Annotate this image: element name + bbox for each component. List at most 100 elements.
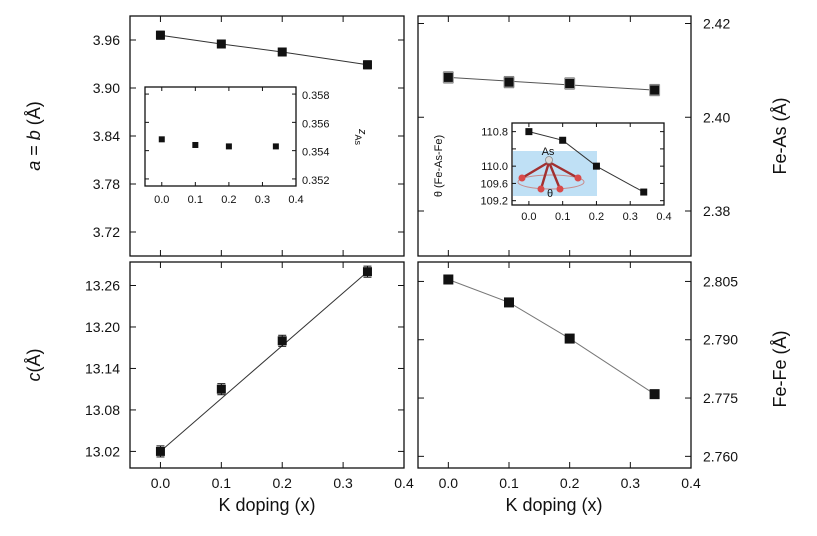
panel-feas-ylabel: Fe-As (Å) [770,97,790,174]
inset-theta-ytick-label: 109.2 [480,196,508,208]
panel-fefe-frame [417,261,692,469]
inset-zas-ytick-label: 0.356 [302,118,330,130]
inset-zas-ytick-label: 0.354 [302,147,330,159]
panel-c-xtick-label: 0.1 [212,475,232,491]
diagram-bond [547,161,562,190]
panel-a-fit-line [160,34,368,66]
panel-fefe-xlabel: K doping (x) [505,495,602,515]
panel-feas-ytick-label: 2.42 [703,16,730,32]
diagram-angle-arc [517,174,585,190]
panel-fefe-point [443,274,454,285]
inset-theta-xtick-label: 0.0 [521,211,536,223]
panel-feas-ytick-label: 2.38 [703,203,730,219]
inset-zas-xtick-label: 0.4 [288,194,303,206]
panel-feas-fit-line [448,76,655,91]
panel-a-ylabel-part: a [24,161,44,171]
diagram-as-label: As [542,146,555,158]
inset-zas-ytick-label: 0.358 [302,90,330,102]
panel-a-point [155,30,165,40]
inset-theta-point [640,188,648,196]
panel-a-ytick-label: 3.78 [93,176,120,192]
inset-zas-point [192,141,199,148]
panel-c-point [155,446,165,456]
inset-theta-xtick-label: 0.3 [623,211,638,223]
inset-zas-frame [144,86,297,187]
panel-a-point [277,47,287,57]
panel-a-ytick-label: 3.84 [93,128,120,144]
diagram-fe-atom [574,174,582,182]
panel-feas-point [564,78,576,89]
panel-c-ylabel: c(Å) [24,349,44,382]
inset-theta-ytick-label: 110.0 [481,161,508,173]
diagram-fe-atom [518,174,526,182]
panel-c-ylabel-part: (Å) [24,349,44,373]
inset-theta-ytick-label: 109.6 [480,178,508,190]
inset-zas-point [272,143,279,150]
inset-zas-ylabel-sub: As [353,134,363,145]
inset-theta-point [559,136,567,144]
panel-c-ytick-label: 13.26 [85,278,120,294]
panel-c-ytick-label: 13.08 [85,402,120,418]
panel-c-fit-line [160,271,368,452]
panel-a-point [216,39,226,49]
inset-zas-xtick-label: 0.3 [255,194,270,206]
panel-fefe-point [564,333,575,344]
diagram-fe-atom [537,185,545,193]
panel-fefe-point [504,297,514,308]
panel-fefe-fit-line [448,279,655,395]
panel-fefe-ytick-label: 2.790 [703,332,738,348]
panel-a-ylabel-part: b [24,130,44,140]
diagram-as-atom [545,156,553,164]
inset-zas-ylabel-main: z [356,128,368,135]
panel-fefe-xtick-label: 0.3 [621,475,641,491]
panel-feas-point [442,71,454,83]
panel-fefe-ytick-label: 2.760 [703,448,738,464]
diagram-theta-label: θ [547,188,553,200]
inset-zas-xtick-label: 0.1 [188,194,203,206]
inset-theta-xtick-label: 0.1 [555,211,570,223]
fe-as-fe-diagram: As θ [513,146,597,200]
panel-c-xlabel: K doping (x) [218,495,315,515]
panel-c-xtick-label: 0.3 [333,475,353,491]
panel-c-ytick-label: 13.14 [85,360,120,376]
panel-feas-point [649,84,661,96]
inset-theta-fit-line [528,131,644,193]
panel-fefe-xtick-label: 0.4 [681,475,701,491]
inset-theta-ylabel: θ (Fe-As-Fe) [433,135,445,197]
panel-c-xtick-label: 0.4 [394,475,414,491]
inset-theta-xtick-label: 0.4 [656,211,671,223]
panel-c-ytick-label: 13.02 [85,443,120,459]
inset-theta-point [592,162,600,170]
panel-a-ytick-label: 3.90 [93,80,120,96]
inset-zas-point [158,136,165,143]
panel-c-ylabel-part: c [24,373,44,382]
panel-fefe-ytick-label: 2.805 [703,273,738,289]
panel-a-ylabel-part: (Å) [24,101,44,130]
diagram-fe-atom [556,185,564,193]
panel-c-frame [129,261,405,469]
inset-zas-xtick-label: 0.0 [154,194,169,206]
inset-zas-ylabel: zAs [353,128,368,146]
panel-feas-frame [417,15,692,257]
panel-a-ytick-label: 3.72 [93,224,120,240]
panel-fefe-ytick-label: 2.775 [703,390,738,406]
panel-c-point [362,267,372,277]
panel-a-ylabel: a = b (Å) [24,101,44,171]
inset-theta-ytick-label: 110.8 [481,127,508,139]
panel-a-ytick-label: 3.96 [93,32,120,48]
panel-feas-point [503,76,515,88]
diagram-bond [521,160,550,180]
panel-a-point [362,60,372,70]
panel-c-point [277,336,287,346]
panel-c-point [216,384,226,394]
inset-zas-point [225,143,232,150]
panel-c-xtick-label: 0.0 [151,475,171,491]
inset-zas-ytick-label: 0.352 [302,175,330,187]
panel-fefe-xtick-label: 0.2 [560,475,580,491]
diagram-bond [548,160,579,180]
inset-zas-xtick-label: 0.2 [221,194,236,206]
panel-fefe-xtick-label: 0.1 [499,475,519,491]
inset-theta-xtick-label: 0.2 [589,211,604,223]
panel-feas-ytick-label: 2.40 [703,109,730,125]
